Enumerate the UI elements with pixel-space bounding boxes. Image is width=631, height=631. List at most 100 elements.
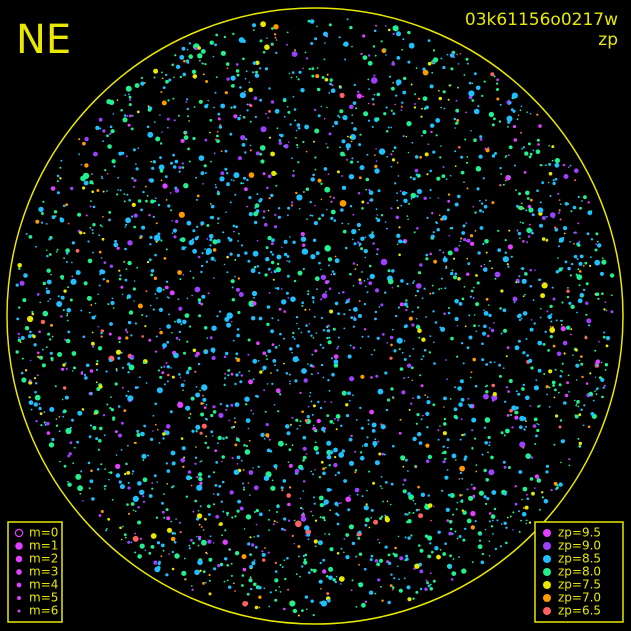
star [342, 291, 345, 294]
star [311, 74, 315, 78]
star [423, 287, 426, 290]
star [347, 354, 352, 359]
star [135, 163, 137, 165]
star [106, 279, 110, 283]
star [312, 514, 314, 517]
star [574, 179, 577, 182]
star [57, 295, 60, 298]
star [312, 173, 315, 177]
star [367, 419, 370, 422]
star [267, 174, 272, 179]
star [377, 538, 379, 541]
star [247, 353, 250, 356]
star [567, 374, 570, 377]
star [38, 406, 42, 411]
star [427, 143, 430, 145]
star [589, 264, 592, 267]
star [562, 226, 568, 231]
star [117, 356, 121, 360]
star [369, 409, 374, 415]
star [183, 135, 189, 141]
star [418, 441, 423, 445]
star [354, 450, 357, 453]
star [286, 260, 288, 262]
star [496, 519, 499, 522]
star [252, 71, 255, 74]
star [416, 283, 422, 289]
star [287, 588, 290, 591]
star [320, 600, 327, 607]
star [496, 82, 499, 85]
star [271, 253, 274, 256]
star [265, 246, 269, 250]
star [348, 460, 355, 466]
star [342, 115, 348, 121]
star [450, 271, 454, 276]
star [314, 37, 318, 41]
star [183, 351, 186, 355]
star [242, 57, 245, 61]
star [127, 481, 130, 484]
star [322, 467, 325, 471]
star [158, 560, 161, 564]
star [427, 454, 433, 460]
star [507, 265, 510, 268]
star [67, 454, 71, 458]
star [512, 125, 517, 129]
star [359, 455, 365, 461]
star [491, 201, 495, 205]
star [143, 424, 147, 428]
star [575, 379, 578, 381]
star [181, 162, 184, 165]
star [268, 136, 272, 139]
star [301, 508, 304, 510]
star [233, 114, 238, 119]
star [82, 499, 84, 502]
zp-label: zp=9.5 [558, 526, 601, 540]
star [245, 444, 248, 448]
star [520, 267, 523, 270]
star [361, 207, 364, 210]
star [392, 444, 395, 448]
star [411, 323, 415, 327]
star [483, 324, 487, 329]
star [212, 435, 214, 437]
star [407, 536, 411, 540]
star [416, 188, 422, 195]
star [447, 209, 450, 211]
star [516, 118, 519, 121]
star [142, 459, 145, 462]
star [538, 124, 542, 128]
star [80, 163, 83, 166]
star [231, 84, 235, 88]
star [491, 154, 496, 158]
star [326, 414, 330, 417]
star [378, 148, 386, 155]
star [460, 397, 465, 402]
star [466, 272, 470, 276]
star [412, 177, 416, 181]
star [171, 232, 174, 234]
star [317, 114, 321, 118]
star [124, 94, 127, 96]
star [490, 328, 495, 333]
star [537, 207, 544, 213]
star [560, 326, 566, 332]
star [557, 257, 559, 259]
star [181, 246, 186, 251]
star [545, 470, 549, 474]
star [163, 383, 166, 386]
star [411, 379, 414, 382]
star [166, 516, 171, 521]
star [509, 175, 511, 178]
star [112, 416, 116, 420]
star [472, 357, 477, 362]
star [358, 281, 363, 285]
star [525, 420, 527, 422]
star [17, 336, 20, 339]
star [247, 259, 251, 263]
star [534, 443, 537, 445]
star [161, 77, 164, 80]
star [46, 279, 52, 285]
star [88, 435, 92, 439]
